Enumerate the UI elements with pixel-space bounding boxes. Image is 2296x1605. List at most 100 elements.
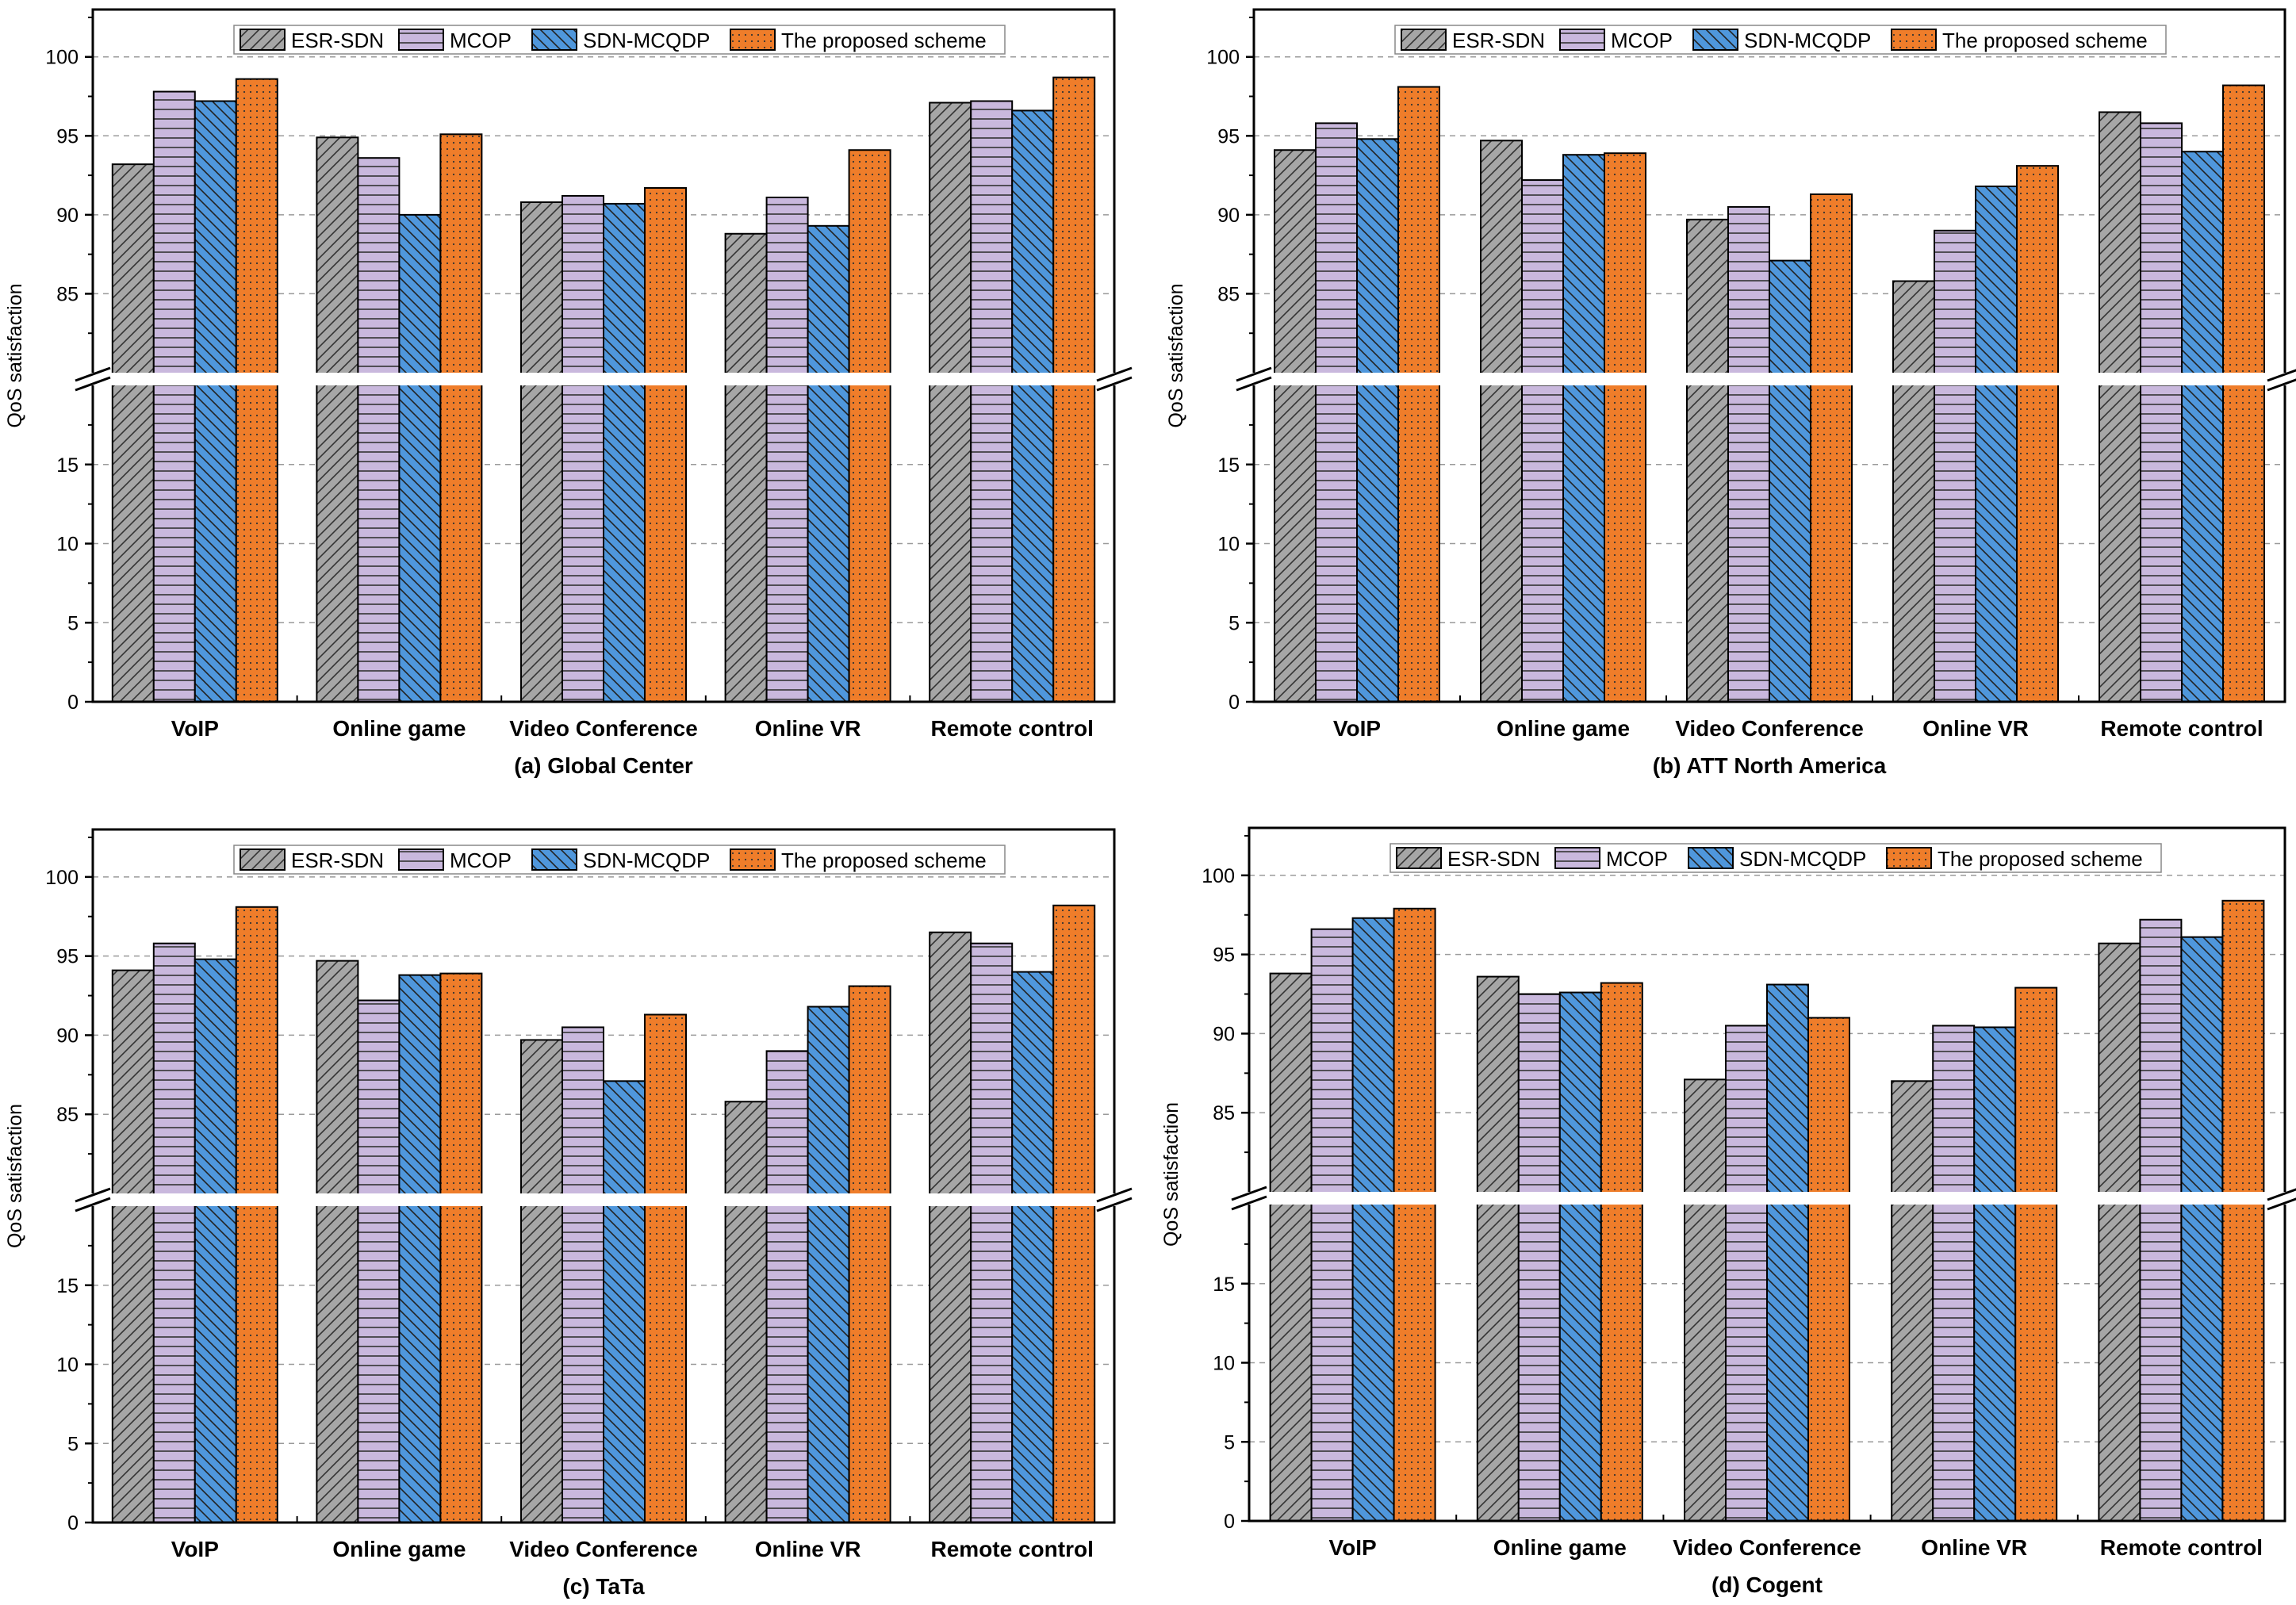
bar-esr-sdn-video-conference	[1684, 1078, 1727, 1197]
legend: ESR-SDN MCOP SDN-MCQDP The proposed scheme	[1389, 843, 2162, 873]
bar-lower-sdn-mcqdp-online-game	[398, 1202, 442, 1523]
axis-break-gap	[1225, 1192, 2296, 1205]
x-category-label: Remote control	[931, 716, 1094, 741]
y-tick-label: 100	[1206, 47, 1240, 69]
bar-mcop-online-game	[357, 157, 401, 377]
bar-lower-the-proposed-scheme-remote-control	[1052, 1202, 1096, 1523]
bar-lower-sdn-mcqdp-voip	[194, 1202, 237, 1523]
bar-sdn-mcqdp-video-conference	[1766, 983, 1809, 1196]
bar-lower-mcop-remote-control	[970, 381, 1014, 703]
legend-label: ESR-SDN	[1452, 29, 1545, 52]
bar-lower-sdn-mcqdp-video-conference	[603, 1202, 646, 1523]
bar-mcop-remote-control	[970, 942, 1014, 1198]
bar-lower-esr-sdn-video-conference	[520, 1202, 563, 1523]
bar-mcop-online-vr	[1934, 229, 1976, 377]
bar-sdn-mcqdp-video-conference	[1769, 259, 1811, 377]
bar-lower-sdn-mcqdp-video-conference	[1766, 1201, 1809, 1522]
axis-break-mark	[1236, 366, 1272, 382]
y-tick-label: 90	[1217, 205, 1240, 227]
chart-panel-4: 85 90 95 100 0 5 10 15 VoIP Online game Video Conf…	[1160, 826, 2296, 1597]
bar-lower-mcop-online-vr	[765, 1202, 809, 1523]
y-tick-label: 0	[67, 1512, 79, 1534]
bar-lower-the-proposed-scheme-voip	[235, 381, 278, 703]
axis-break-mark	[75, 366, 111, 382]
y-tick-label: 100	[1202, 865, 1235, 887]
y-tick-label: 10	[1213, 1353, 1235, 1375]
bar-the-proposed-scheme-online-game	[439, 133, 483, 377]
bar-esr-sdn-online-vr	[724, 232, 768, 377]
bar-lower-the-proposed-scheme-online-game	[1604, 381, 1646, 703]
x-category-label: Video Conference	[1675, 716, 1864, 741]
bar-esr-sdn-video-conference	[520, 1039, 563, 1198]
x-category-label: Online VR	[755, 716, 861, 741]
y-tick-label: 15	[56, 454, 79, 477]
y-tick-label: 5	[67, 612, 79, 634]
y-tick-label: 10	[56, 534, 79, 556]
legend: ESR-SDN MCOP SDN-MCQDP The proposed scheme	[233, 25, 1006, 55]
bar-sdn-mcqdp-online-vr	[807, 1006, 850, 1198]
plot-frame-upper	[91, 8, 1116, 373]
bar-mcop-video-conference	[1727, 205, 1770, 377]
bar-mcop-voip	[1315, 122, 1358, 377]
bar-the-proposed-scheme-online-vr	[848, 985, 891, 1197]
y-tick-label: 5	[1224, 1431, 1235, 1454]
bar-the-proposed-scheme-online-vr	[2014, 986, 2058, 1197]
legend-label: MCOP	[450, 29, 512, 52]
axis-break-mark	[1231, 1195, 1267, 1211]
x-category-label: VoIP	[171, 1537, 219, 1561]
bar-lower-mcop-online-game	[357, 1202, 401, 1523]
bar-sdn-mcqdp-voip	[194, 958, 237, 1197]
bar-lower-sdn-mcqdp-remote-control	[2181, 381, 2224, 703]
legend-swatch-esr-sdn	[1401, 29, 1447, 51]
bar-lower-esr-sdn-remote-control	[929, 1202, 972, 1523]
bar-lower-the-proposed-scheme-online-vr	[848, 1202, 891, 1523]
axis-break-mark	[2267, 1188, 2296, 1201]
bar-lower-esr-sdn-remote-control	[2098, 1201, 2141, 1522]
bar-sdn-mcqdp-remote-control	[1011, 971, 1055, 1197]
bar-lower-esr-sdn-remote-control	[929, 381, 972, 703]
bar-sdn-mcqdp-voip	[1356, 138, 1399, 377]
bar-lower-the-proposed-scheme-video-conference	[1807, 1201, 1850, 1522]
y-tick-label: 85	[56, 1104, 79, 1126]
bar-lower-sdn-mcqdp-remote-control	[1011, 381, 1055, 703]
bar-mcop-remote-control	[970, 100, 1014, 377]
y-tick-label: 95	[56, 125, 79, 147]
legend-swatch-mcop	[398, 29, 444, 51]
bar-lower-mcop-online-vr	[1934, 381, 1976, 703]
chart-caption: (a) Global Center	[514, 753, 693, 778]
bar-sdn-mcqdp-remote-control	[2181, 151, 2224, 377]
bar-esr-sdn-video-conference	[520, 201, 563, 377]
axis-break-mark	[2267, 1197, 2296, 1211]
axis-break-mark	[2267, 369, 2296, 382]
bar-mcop-online-vr	[765, 196, 809, 377]
bar-esr-sdn-voip	[1269, 972, 1313, 1196]
bar-lower-mcop-voip	[1315, 381, 1358, 703]
axis-break-gap	[69, 1193, 1138, 1206]
bar-lower-the-proposed-scheme-remote-control	[2221, 1201, 2265, 1522]
legend-swatch-the-proposed-scheme	[730, 29, 776, 51]
legend-label: ESR-SDN	[291, 29, 384, 52]
legend-box	[1394, 25, 2167, 55]
bar-lower-esr-sdn-online-game	[316, 1202, 359, 1523]
bar-sdn-mcqdp-video-conference	[603, 202, 646, 377]
y-tick-label: 90	[56, 1025, 79, 1047]
y-axis-label: QoS satisfaction	[4, 1104, 26, 1248]
bar-esr-sdn-online-game	[1476, 975, 1520, 1196]
bar-lower-mcop-video-conference	[1727, 381, 1770, 703]
bar-sdn-mcqdp-online-game	[1558, 991, 1602, 1197]
chart-panel-1: 85 90 95 100 0 5 10 15 VoIP Online game Video Conf…	[4, 8, 1138, 778]
y-tick-label: 15	[56, 1275, 79, 1297]
x-category-label: VoIP	[1329, 1535, 1377, 1560]
y-tick-label: 100	[45, 867, 79, 889]
bar-mcop-online-game	[1521, 179, 1564, 377]
bar-mcop-online-vr	[765, 1050, 809, 1198]
bar-the-proposed-scheme-online-game	[439, 972, 483, 1198]
bar-the-proposed-scheme-voip	[1393, 907, 1436, 1197]
legend-label: The proposed scheme	[781, 848, 987, 872]
bar-the-proposed-scheme-video-conference	[1807, 1017, 1850, 1197]
bar-lower-sdn-mcqdp-video-conference	[1769, 381, 1811, 703]
legend-box	[1389, 843, 2162, 873]
legend-box	[233, 845, 1006, 875]
bar-esr-sdn-voip	[1274, 149, 1317, 377]
bar-lower-mcop-video-conference	[562, 381, 604, 703]
